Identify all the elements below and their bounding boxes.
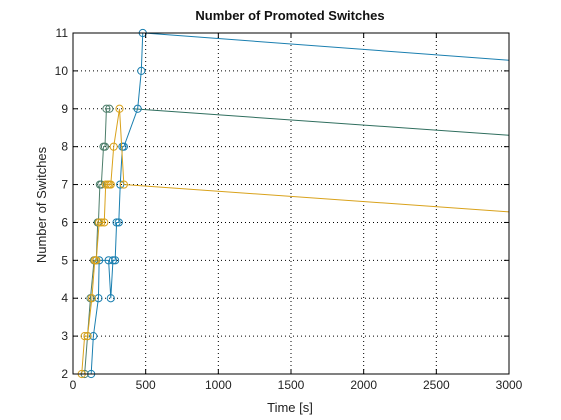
- data-point: [80, 332, 89, 341]
- data-point: [114, 218, 123, 227]
- data-point: [108, 256, 118, 265]
- data-point: [94, 294, 103, 303]
- x-tick-label: 2000: [350, 378, 377, 392]
- data-point: [100, 218, 109, 227]
- data-point: [104, 256, 113, 265]
- data-point: [111, 256, 120, 265]
- data-point: [100, 142, 110, 151]
- x-tick-label: 1000: [205, 378, 232, 392]
- chart-title: Number of Promoted Switches: [195, 8, 384, 23]
- data-point: [119, 142, 128, 151]
- y-tick-label: 8: [61, 140, 68, 154]
- series-tail-line: [144, 32, 510, 61]
- data-point: [119, 180, 128, 189]
- grid: [73, 33, 509, 374]
- x-tick-label: 2500: [423, 378, 450, 392]
- series-tail-line: [123, 184, 510, 213]
- x-tick-label: 3000: [496, 378, 523, 392]
- data-point: [95, 218, 104, 227]
- y-tick-label: 4: [61, 291, 68, 305]
- x-tick-label: 500: [136, 378, 156, 392]
- data-point: [112, 218, 121, 227]
- data-point: [133, 104, 142, 113]
- y-tick-label: 5: [61, 253, 68, 267]
- y-axis-label: Number of Switches: [34, 146, 49, 263]
- y-tick-label: 11: [56, 26, 69, 40]
- data-point: [101, 180, 110, 189]
- data-point: [97, 180, 106, 189]
- data-point: [89, 332, 98, 341]
- series-tail-line: [132, 108, 510, 136]
- x-tick-label: 1500: [278, 378, 305, 392]
- ticks: 0 500 1000 1500 2000 2500 3000 2 3 4 5 6 7 8 9 10 11: [55, 26, 523, 392]
- data-point: [105, 104, 114, 113]
- data-point: [87, 294, 96, 303]
- data-point: [109, 142, 118, 151]
- y-tick-label: 3: [61, 329, 68, 343]
- data-point: [97, 218, 106, 227]
- data-point: [106, 180, 115, 189]
- x-axis-label: Time [s]: [267, 400, 313, 415]
- y-tick-label: 9: [61, 102, 68, 116]
- data-point: [102, 104, 111, 113]
- series-layer: [77, 28, 510, 379]
- data-point: [83, 332, 92, 341]
- data-point: [106, 294, 115, 303]
- y-tick-label: 6: [61, 215, 68, 229]
- series-line-2: [84, 108, 110, 375]
- x-tick-label: 0: [70, 378, 77, 392]
- y-tick-label: 2: [61, 367, 68, 381]
- y-tick-label: 7: [61, 178, 68, 192]
- data-point: [92, 256, 101, 265]
- series-line-1: [90, 32, 144, 375]
- data-point: [137, 66, 146, 75]
- data-point: [115, 104, 124, 113]
- y-tick-label: 10: [55, 64, 69, 78]
